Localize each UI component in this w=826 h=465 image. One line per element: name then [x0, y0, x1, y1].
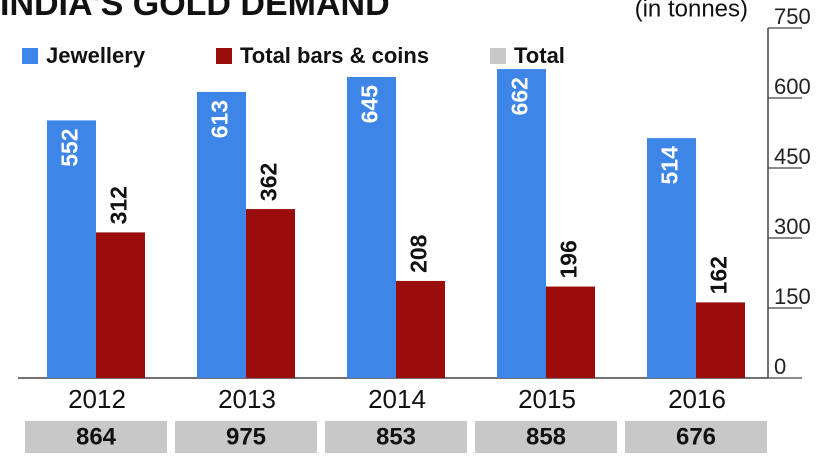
x-tick-label: 2015: [518, 384, 576, 414]
y-tick-label: 150: [774, 284, 811, 309]
x-tick-label: 2013: [218, 384, 276, 414]
bar: [497, 69, 546, 379]
bar: [246, 209, 295, 378]
total-label: 853: [376, 423, 416, 450]
value-label: 662: [507, 77, 533, 115]
chart-subtitle: (in tonnes): [635, 0, 748, 22]
value-label: 162: [706, 256, 732, 294]
value-label: 552: [57, 128, 83, 166]
bar: [96, 232, 145, 378]
total-box: [625, 421, 767, 453]
legend-label: Total bars & coins: [240, 43, 429, 68]
bar: [197, 91, 246, 378]
total-box: [325, 421, 467, 453]
y-tick-label: 0: [774, 354, 786, 379]
chart-title: INDIA'S GOLD DEMAND: [0, 0, 390, 23]
value-label: 613: [207, 100, 233, 138]
total-box: [475, 421, 617, 453]
legend-swatch: [22, 48, 38, 64]
legend-swatch: [216, 48, 232, 64]
bar: [347, 77, 396, 378]
legend-label: Total: [514, 43, 565, 68]
x-tick-label: 2014: [368, 384, 426, 414]
y-tick-label: 750: [774, 4, 811, 29]
total-label: 864: [76, 423, 117, 450]
y-tick-label: 450: [774, 144, 811, 169]
x-tick-label: 2016: [668, 384, 726, 414]
bar: [696, 302, 745, 378]
bar: [47, 120, 96, 379]
total-label: 676: [676, 423, 716, 450]
legend-swatch: [490, 48, 506, 64]
bar: [546, 286, 595, 378]
y-tick-label: 600: [774, 74, 811, 99]
value-label: 208: [406, 234, 432, 273]
bar: [647, 138, 696, 378]
y-tick-label: 300: [774, 214, 811, 239]
total-label: 975: [226, 423, 266, 450]
value-label: 312: [106, 186, 132, 224]
value-label: 645: [357, 85, 383, 124]
bar: [396, 280, 445, 378]
total-label: 858: [526, 423, 566, 450]
value-label: 362: [256, 163, 282, 201]
total-box: [175, 421, 317, 453]
total-box: [25, 421, 167, 453]
legend-label: Jewellery: [46, 43, 146, 68]
x-tick-label: 2012: [68, 384, 126, 414]
value-label: 514: [657, 146, 683, 185]
value-label: 196: [556, 240, 582, 278]
